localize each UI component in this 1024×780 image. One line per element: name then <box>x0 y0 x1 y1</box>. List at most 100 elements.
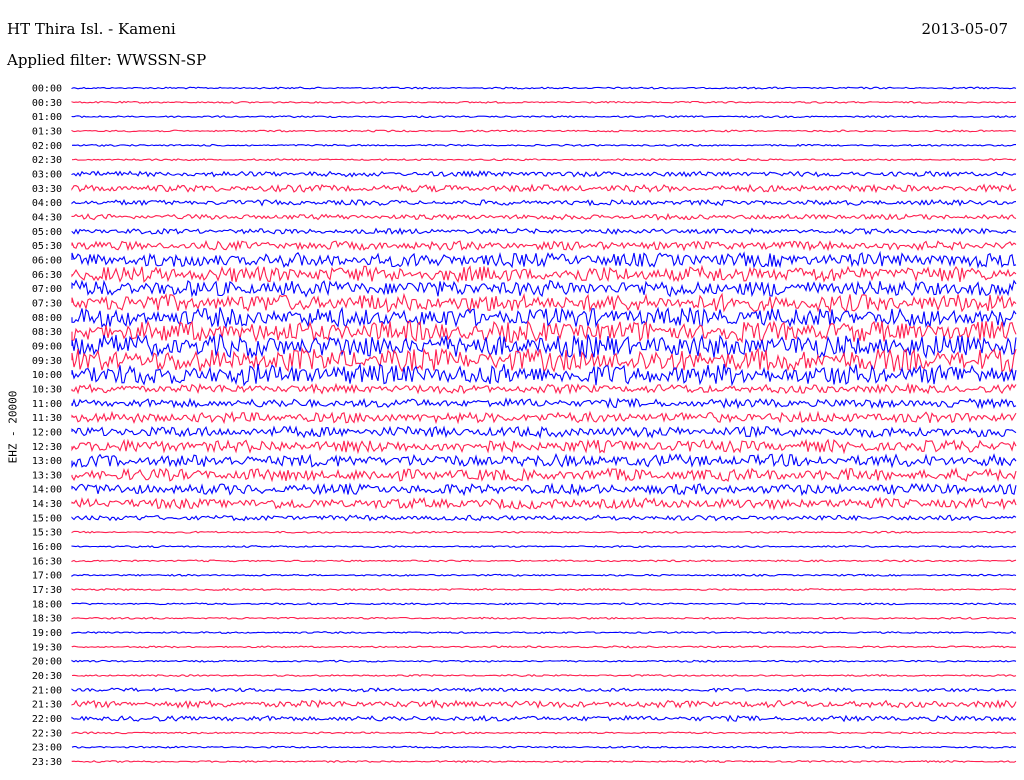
trace-1130 <box>71 410 1017 425</box>
time-tick-0100: 01:00 <box>32 112 62 123</box>
trace-1230 <box>71 438 1017 455</box>
trace-1200 <box>71 425 1017 439</box>
trace-1300 <box>71 452 1017 469</box>
trace-0300 <box>71 170 1017 178</box>
time-tick-0000: 00:00 <box>32 84 62 95</box>
trace-2230 <box>71 731 1017 735</box>
time-tick-1030: 10:30 <box>32 384 62 395</box>
trace-2200 <box>71 714 1017 723</box>
time-tick-2030: 20:30 <box>32 671 62 682</box>
trace-1530 <box>71 530 1017 534</box>
time-tick-2300: 23:00 <box>32 743 62 754</box>
time-tick-1900: 19:00 <box>32 628 62 639</box>
time-tick-1430: 14:30 <box>32 499 62 510</box>
time-tick-0800: 08:00 <box>32 313 62 324</box>
time-tick-1730: 17:30 <box>32 585 62 596</box>
time-tick-1130: 11:30 <box>32 413 62 424</box>
time-tick-0330: 03:30 <box>32 184 62 195</box>
time-tick-1400: 14:00 <box>32 485 62 496</box>
trace-1630 <box>71 559 1017 563</box>
trace-0530 <box>71 239 1017 252</box>
trace-0430 <box>71 212 1017 221</box>
time-tick-0530: 05:30 <box>32 241 62 252</box>
trace-1600 <box>71 545 1017 549</box>
time-tick-0230: 02:30 <box>32 155 62 166</box>
trace-0630 <box>71 264 1017 283</box>
time-tick-1800: 18:00 <box>32 599 62 610</box>
trace-0400 <box>71 198 1017 207</box>
trace-1830 <box>71 616 1017 620</box>
trace-0930 <box>71 346 1017 374</box>
trace-1900 <box>71 631 1017 635</box>
time-tick-1000: 10:00 <box>32 370 62 381</box>
trace-1800 <box>71 602 1017 606</box>
trace-1700 <box>71 573 1017 577</box>
time-tick-2200: 22:00 <box>32 714 62 725</box>
time-tick-1830: 18:30 <box>32 614 62 625</box>
trace-1030 <box>71 382 1017 395</box>
time-tick-1500: 15:00 <box>32 513 62 524</box>
trace-0800 <box>71 306 1017 329</box>
trace-1330 <box>71 467 1017 483</box>
trace-0030 <box>71 100 1017 104</box>
time-tick-0830: 08:30 <box>32 327 62 338</box>
trace-2300 <box>71 745 1017 749</box>
time-tick-2330: 23:30 <box>32 757 62 768</box>
trace-2030 <box>71 674 1017 678</box>
trace-2130 <box>71 699 1017 710</box>
trace-1500 <box>71 514 1017 522</box>
trace-1100 <box>71 397 1017 410</box>
time-tick-0400: 04:00 <box>32 198 62 209</box>
time-tick-1330: 13:30 <box>32 470 62 481</box>
time-tick-1630: 16:30 <box>32 556 62 567</box>
trace-1930 <box>71 645 1017 649</box>
time-tick-2000: 20:00 <box>32 657 62 668</box>
trace-0330 <box>71 183 1017 194</box>
time-tick-0430: 04:30 <box>32 212 62 223</box>
time-tick-0630: 06:30 <box>32 270 62 281</box>
time-tick-0300: 03:00 <box>32 169 62 180</box>
time-tick-1230: 12:30 <box>32 442 62 453</box>
trace-0100 <box>71 115 1017 119</box>
trace-1400 <box>71 482 1017 497</box>
trace-0830 <box>71 319 1017 344</box>
time-tick-0130: 01:30 <box>32 126 62 137</box>
trace-1730 <box>71 588 1017 592</box>
trace-2330 <box>71 759 1017 764</box>
time-tick-0600: 06:00 <box>32 255 62 266</box>
trace-0500 <box>71 227 1017 236</box>
time-tick-1700: 17:00 <box>32 571 62 582</box>
time-tick-0900: 09:00 <box>32 341 62 352</box>
time-tick-0200: 02:00 <box>32 141 62 152</box>
time-tick-2230: 22:30 <box>32 728 62 739</box>
time-tick-0730: 07:30 <box>32 298 62 309</box>
trace-1430 <box>71 496 1017 511</box>
time-tick-1200: 12:00 <box>32 427 62 438</box>
time-tick-labels: 00:00 00:30 01:00 01:30 02:00 02:30 03:00 03:30… <box>32 84 62 769</box>
time-tick-1100: 11:00 <box>32 399 62 410</box>
time-tick-0700: 07:00 <box>32 284 62 295</box>
time-tick-1930: 19:30 <box>32 642 62 653</box>
time-tick-1300: 13:00 <box>32 456 62 467</box>
trace-0200 <box>71 143 1016 147</box>
station-title: HT Thira Isl. - Kameni <box>7 20 176 38</box>
time-tick-1600: 16:00 <box>32 542 62 553</box>
applied-filter: Applied filter: WWSSN-SP <box>7 51 207 69</box>
seismic-traces <box>71 86 1017 764</box>
time-tick-0500: 05:00 <box>32 227 62 238</box>
time-tick-2130: 21:30 <box>32 700 62 711</box>
trace-2100 <box>71 687 1017 693</box>
trace-0130 <box>71 129 1017 133</box>
trace-0000 <box>71 86 1017 90</box>
time-tick-1530: 15:30 <box>32 528 62 539</box>
trace-0700 <box>71 279 1017 298</box>
trace-0600 <box>71 250 1017 269</box>
time-tick-0930: 09:30 <box>32 356 62 367</box>
trace-0730 <box>71 292 1017 314</box>
trace-2000 <box>71 659 1017 663</box>
trace-1000 <box>71 362 1017 387</box>
time-tick-0030: 00:30 <box>32 98 62 109</box>
record-date: 2013-05-07 <box>921 20 1008 38</box>
trace-0230 <box>71 158 1017 162</box>
